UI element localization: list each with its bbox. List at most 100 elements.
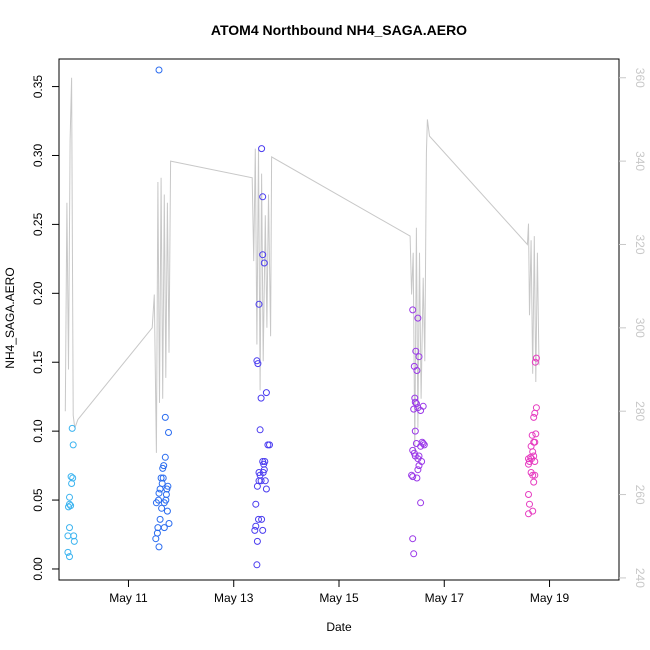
data-point-series-4	[410, 405, 418, 413]
data-point-series-5	[530, 478, 538, 486]
data-point-series-4	[420, 441, 428, 449]
data-point-series-5	[529, 507, 537, 515]
data-point-series-1	[68, 424, 76, 432]
data-point-series-3	[255, 515, 262, 523]
y2-tick-label: 280	[633, 401, 647, 421]
data-point-series-5	[527, 453, 535, 461]
data-point-series-2	[165, 520, 173, 527]
data-point-series-2	[164, 482, 172, 490]
data-point-series-3	[262, 389, 270, 397]
y2-tick-label: 340	[633, 151, 647, 171]
y-axis: 0.00 0.05 0.10 0.15 0.20 0.25 0.30 0.35	[31, 75, 59, 581]
x-tick-label: May 11	[109, 591, 148, 605]
data-point-series-5	[532, 354, 540, 362]
data-point-series-4	[415, 452, 423, 460]
data-point-series-5	[526, 500, 533, 508]
data-point-series-5	[528, 431, 536, 439]
data-point-series-3	[257, 394, 265, 402]
data-point-series-3	[261, 458, 269, 465]
data-point-series-2	[160, 524, 168, 532]
data-point-series-4	[408, 471, 416, 479]
data-point-series-1	[66, 500, 73, 508]
data-point-series-1	[70, 537, 78, 545]
y-tick-label: 0.05	[31, 488, 45, 512]
data-point-series-3	[255, 469, 263, 476]
data-point-series-2	[155, 496, 162, 504]
y-tick-label: 0.30	[31, 143, 45, 167]
y2-tick-label: 300	[633, 318, 647, 338]
data-point-series-5	[530, 413, 538, 421]
x-axis-label: Date	[326, 620, 352, 634]
y2-tick-label: 260	[633, 485, 647, 505]
data-point-series-3	[252, 500, 260, 508]
y2-axis: 240 260 280 300 320 340 360	[619, 68, 647, 588]
data-point-series-4	[409, 473, 417, 481]
data-point-series-3	[261, 477, 269, 485]
y-tick-label: 0.00	[31, 557, 45, 581]
data-point-series-1	[66, 524, 73, 532]
data-point-series-4	[409, 306, 417, 314]
data-point-series-1	[69, 441, 77, 449]
x-tick-label: May 15	[319, 591, 359, 605]
data-point-series-4	[409, 535, 417, 543]
chart-title: ATOM4 Northbound NH4_SAGA.AERO	[211, 22, 467, 38]
data-point-series-4	[411, 394, 419, 402]
y-axis-label: NH4_SAGA.AERO	[3, 267, 17, 368]
data-point-series-2	[160, 462, 168, 470]
x-tick-label: May 19	[530, 591, 570, 605]
y-tick-label: 0.20	[31, 281, 45, 305]
data-point-series-4	[412, 347, 420, 355]
data-point-series-2	[158, 504, 166, 512]
data-point-series-3	[260, 466, 268, 474]
data-point-series-5	[525, 491, 532, 498]
y-tick-label: 0.35	[31, 75, 45, 99]
data-point-series-2	[163, 507, 171, 515]
x-axis: May 11 May 13 May 15 May 17 May 19	[109, 580, 570, 605]
data-point-series-4	[419, 440, 427, 447]
data-point-series-2	[156, 515, 164, 523]
y2-tick-label: 360	[633, 68, 647, 88]
data-point-series-4	[414, 466, 422, 474]
data-point-series-4	[411, 427, 419, 435]
data-point-series-5	[529, 471, 537, 479]
data-point-series-4	[415, 353, 423, 361]
data-point-series-4	[411, 398, 419, 406]
data-point-series-2	[161, 413, 169, 421]
data-point-series-3	[255, 300, 263, 308]
data-point-series-5	[532, 430, 540, 438]
data-point-series-1	[64, 548, 72, 556]
altitude-line-layer	[64, 77, 540, 453]
data-point-series-3	[253, 561, 261, 569]
data-point-series-5	[531, 458, 539, 465]
x-tick-label: May 17	[425, 591, 465, 605]
data-point-series-5	[531, 438, 539, 446]
data-point-series-4	[414, 314, 422, 322]
data-point-series-3	[259, 193, 267, 201]
data-point-series-3	[253, 357, 261, 365]
data-point-series-2	[152, 535, 160, 543]
data-point-series-4	[419, 402, 427, 410]
data-point-series-3	[259, 251, 267, 259]
altitude-line	[64, 77, 540, 453]
data-point-series-3	[251, 526, 259, 534]
data-point-series-3	[257, 477, 265, 485]
y-tick-label: 0.15	[31, 350, 45, 374]
data-point-series-3	[266, 441, 273, 449]
data-point-series-2	[162, 491, 170, 498]
data-point-series-2	[159, 474, 167, 482]
data-point-series-4	[410, 550, 418, 558]
data-point-series-3	[260, 259, 268, 267]
data-point-series-4	[413, 474, 421, 482]
data-point-series-2	[165, 429, 172, 436]
data-point-series-2	[158, 480, 166, 487]
data-point-series-3	[258, 145, 266, 153]
data-point-series-4	[417, 499, 425, 507]
data-point-series-1	[66, 553, 73, 561]
y2-tick-label: 320	[633, 234, 647, 254]
data-point-series-1	[64, 532, 72, 540]
data-point-series-3	[256, 426, 264, 434]
data-point-series-1	[69, 474, 77, 482]
data-point-series-2	[155, 489, 163, 497]
data-point-series-1	[67, 473, 75, 481]
